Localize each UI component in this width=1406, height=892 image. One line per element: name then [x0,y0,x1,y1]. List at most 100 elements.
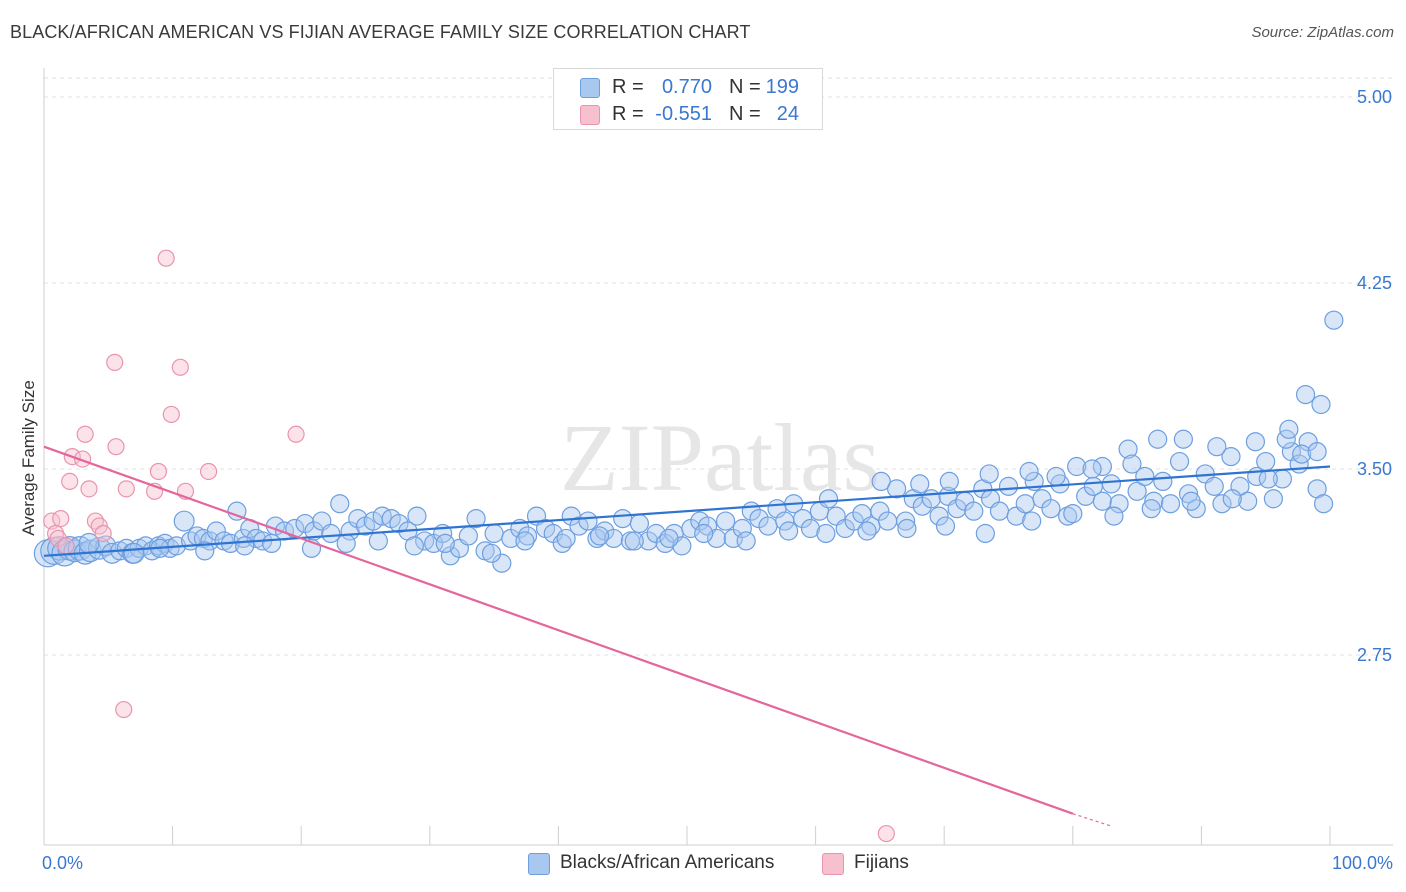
legend-r-value: -0.551 [655,103,712,125]
data-point-blacks [816,523,836,544]
data-point-fijians [94,524,112,543]
data-point-blacks [800,518,821,539]
data-point-blacks [793,508,813,529]
y-tick-label: 2.75 [1357,645,1392,665]
data-point-blacks [1046,466,1066,487]
legend-row-fijians: R = -0.551 N = 24 [554,101,822,129]
data-point-fijians [200,462,218,481]
legend-n-label: N = [729,76,761,98]
data-point-blacks [979,464,999,484]
data-point-fijians [107,438,125,456]
trend-lines [43,445,1331,827]
data-point-blacks [1067,456,1087,477]
data-point-fijians [80,480,98,498]
data-point-blacks [466,508,486,529]
data-point-fijians [52,509,70,528]
data-point-fijians [57,537,75,555]
data-point-fijians [73,450,92,468]
data-point-blacks [921,489,941,509]
data-point-blacks [262,533,282,554]
data-point-blacks [517,526,538,546]
source-label: Source: ZipAtlas.com [1251,24,1394,41]
data-point-blacks [1153,471,1173,491]
data-point-fijians [171,358,189,376]
data-point-blacks [1063,504,1083,524]
data-point-blacks [1169,451,1190,472]
data-point-blacks [715,511,736,531]
trend-line-blacks [43,465,1331,557]
data-point-fijians [117,480,135,498]
data-point-blacks [1178,484,1199,504]
data-point-blacks [87,536,111,560]
data-point-blacks [887,479,907,499]
data-point-blacks [195,541,215,561]
data-point-blacks [173,510,195,532]
data-point-blacks [1263,489,1284,509]
data-point-blacks [336,533,356,554]
data-point-blacks [123,542,145,564]
data-point-blacks [1292,444,1312,464]
legend-stats: R = 0.770 N = 199 R = -0.551 N = 24 [553,68,823,130]
data-point-blacks [659,528,679,549]
data-point-blacks [1082,459,1102,479]
data-point-blacks [1173,429,1193,449]
data-point-blacks [1212,494,1232,514]
data-point-blacks [330,494,350,514]
data-point-blacks [1311,394,1331,415]
data-point-blacks [1295,385,1316,405]
data-point-blacks [897,518,917,539]
grid-lines [44,77,1393,656]
data-point-blacks [694,523,714,544]
data-point-blacks [1207,437,1227,457]
data-point-blacks [1109,494,1129,514]
data-point-blacks [871,471,891,491]
data-point-blacks [1238,491,1258,511]
legend-n-value: 24 [776,103,799,125]
data-point-blacks [1015,494,1035,514]
data-point-blacks [492,553,512,573]
data-point-blacks [910,474,930,494]
data-point-blacks [578,511,598,531]
data-point-blacks [818,489,839,509]
x-tick-labels: 0.0% 100.0% [42,853,1393,873]
data-point-blacks [1245,432,1266,452]
data-point-blacks [368,531,388,551]
data-point-fijians [115,700,133,719]
data-point-blacks [569,516,589,536]
data-point-blacks [758,516,778,536]
data-point-blacks [638,531,659,551]
data-point-blacks [1141,499,1161,519]
y-tick-label: 4.25 [1357,273,1392,293]
data-point-blacks [321,523,341,544]
data-point-blacks [1127,481,1147,501]
data-point-blacks [587,528,607,549]
data-point-blacks [629,513,650,534]
data-point-fijians [287,425,305,443]
legend-r-label: R = [612,103,644,125]
data-point-blacks [206,521,226,541]
data-point-blacks [857,521,877,541]
data-point-blacks [778,521,799,541]
data-point-blacks [484,523,504,544]
legend-swatch-pink [580,105,600,125]
data-point-fijians [877,824,895,843]
legend-swatch-blue [580,78,600,98]
data-point-blacks [1221,447,1241,467]
data-point-blacks [1104,506,1124,526]
data-point-blacks [1279,419,1299,439]
legend-r-label: R = [612,76,644,98]
data-point-blacks [939,471,959,491]
data-point-blacks [1258,469,1278,489]
data-point-blacks [235,536,255,556]
data-point-blacks [613,508,633,529]
data-point-blacks [435,533,455,554]
data-point-blacks [1204,476,1224,496]
data-point-blacks [1148,429,1168,449]
data-point-fijians [162,405,180,424]
data-point-blacks [1181,491,1201,511]
data-point-blacks [1222,489,1242,509]
y-tick-labels: 5.00 4.25 3.50 2.75 [1357,87,1392,665]
data-point-blacks [1160,494,1181,514]
y-tick-label: 3.50 [1357,459,1392,479]
